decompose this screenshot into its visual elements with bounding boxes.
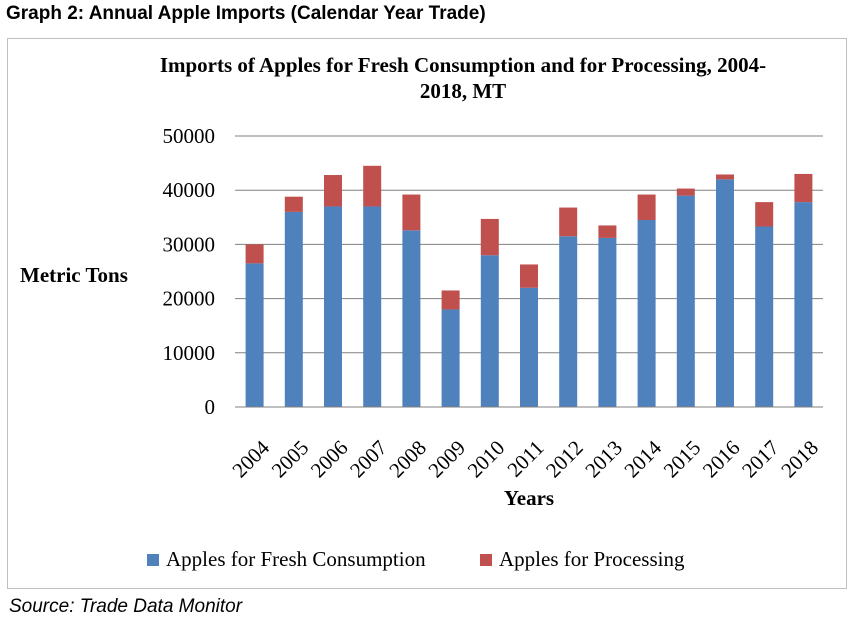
y-tick-label: 10000	[163, 341, 216, 365]
bar-fresh-2009	[441, 309, 460, 407]
bar-fresh-2007	[363, 206, 382, 407]
x-tick-label: 2014	[619, 435, 666, 482]
x-tick-label: 2009	[423, 436, 470, 483]
bar-processing-2010	[480, 218, 499, 256]
y-tick-label: 0	[205, 395, 216, 419]
x-tick-label: 2010	[463, 436, 510, 483]
legend-swatch-processing	[480, 554, 492, 566]
bar-fresh-2016	[716, 179, 734, 407]
bar-fresh-2012	[559, 236, 578, 407]
bar-processing-2018	[794, 173, 813, 203]
bars	[245, 165, 813, 407]
source-note: Source: Trade Data Monitor	[9, 596, 243, 617]
x-tick-label: 2006	[306, 436, 353, 483]
x-tick-label: 2016	[698, 436, 745, 483]
bar-fresh-2006	[324, 206, 342, 407]
bar-processing-2008	[402, 194, 421, 231]
bar-processing-2015	[676, 188, 695, 196]
y-tick-label: 30000	[163, 232, 216, 256]
bar-fresh-2018	[794, 202, 813, 407]
x-tick-label: 2005	[267, 436, 314, 483]
x-tick-label: 2012	[541, 436, 588, 483]
y-axis-label: Metric Tons	[20, 263, 128, 287]
bar-processing-2016	[716, 174, 734, 180]
chart-frame: Imports of Apples for Fresh Consumption …	[7, 38, 847, 589]
x-axis-label: Years	[504, 486, 554, 510]
stacked-bar-chart: Imports of Apples for Fresh Consumption …	[20, 53, 823, 571]
x-axis-ticks: 2004200520062007200820092010201120122013…	[227, 435, 822, 482]
document-heading: Graph 2: Annual Apple Imports (Calendar …	[6, 3, 486, 24]
bar-fresh-2017	[755, 226, 774, 407]
chart-title-line-1: Imports of Apples for Fresh Consumption …	[160, 53, 766, 77]
bar-processing-2012	[559, 207, 578, 237]
bar-processing-2005	[284, 196, 303, 212]
legend: Apples for Fresh Consumption Apples for …	[147, 547, 685, 571]
bar-fresh-2015	[676, 195, 695, 407]
bar-processing-2013	[598, 225, 617, 238]
y-tick-label: 20000	[163, 287, 216, 311]
bar-fresh-2004	[245, 263, 264, 407]
bar-fresh-2011	[520, 287, 538, 407]
y-axis-ticks: 0 10000 20000 30000 40000 50000	[163, 124, 216, 419]
bar-processing-2017	[755, 202, 774, 227]
x-tick-label: 2018	[776, 436, 823, 483]
bar-processing-2014	[637, 194, 656, 221]
legend-swatch-fresh	[147, 554, 159, 566]
bar-fresh-2010	[480, 255, 499, 407]
bar-fresh-2014	[637, 220, 656, 407]
x-tick-label: 2017	[737, 436, 784, 483]
x-tick-label: 2007	[345, 436, 392, 483]
bar-processing-2004	[245, 244, 264, 264]
bar-fresh-2013	[598, 237, 617, 407]
x-tick-label: 2008	[384, 436, 431, 483]
bar-processing-2006	[324, 175, 342, 207]
bar-fresh-2005	[284, 211, 303, 407]
x-tick-label: 2004	[227, 435, 274, 482]
bar-fresh-2008	[402, 230, 421, 407]
legend-label-fresh: Apples for Fresh Consumption	[166, 547, 426, 571]
x-tick-label: 2013	[580, 436, 627, 483]
chart-title-line-2: 2018, MT	[420, 79, 506, 103]
y-tick-label: 40000	[163, 178, 216, 202]
x-tick-label: 2011	[502, 436, 548, 482]
x-tick-label: 2015	[659, 436, 706, 483]
bar-processing-2011	[520, 264, 538, 288]
y-tick-label: 50000	[163, 124, 216, 148]
legend-label-processing: Apples for Processing	[499, 547, 685, 571]
bar-processing-2009	[441, 290, 460, 310]
bar-processing-2007	[363, 165, 382, 207]
